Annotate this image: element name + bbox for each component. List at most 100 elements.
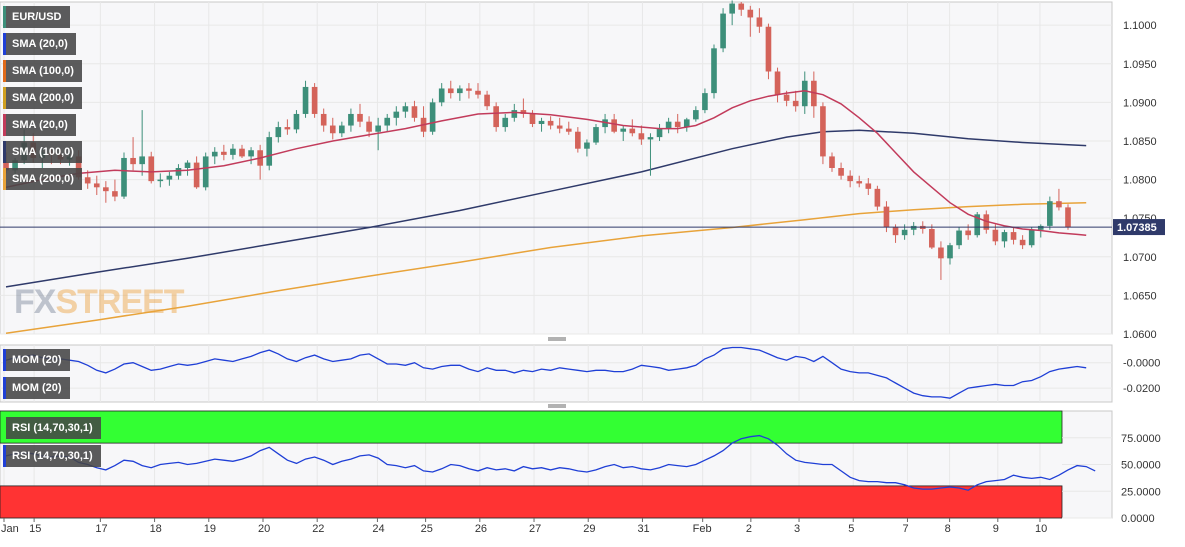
candle-body — [157, 179, 164, 182]
candle-body — [284, 127, 291, 130]
legend-main-1[interactable]: SMA (20,0) — [3, 33, 76, 55]
candle-body — [84, 177, 91, 184]
legend-rsi-1[interactable]: RSI (14,70,30,1) — [3, 445, 101, 467]
candle — [339, 121, 345, 138]
candle — [84, 170, 91, 189]
candle — [665, 117, 672, 134]
legend-label: SMA (20,0) — [12, 38, 68, 50]
x-tick-label: 25 — [421, 523, 433, 535]
candle — [629, 119, 636, 137]
price-tick-label: 1.0700 — [1123, 252, 1157, 264]
candle-body — [320, 113, 327, 126]
candle-body — [1019, 239, 1026, 246]
watermark-part2: STREET — [55, 283, 184, 321]
legend-rsi-0[interactable]: RSI (14,70,30,1) — [3, 417, 101, 439]
candle — [275, 121, 282, 143]
candle — [121, 152, 127, 199]
candle-body — [112, 191, 118, 197]
candle — [211, 147, 218, 165]
legend-mom-0[interactable]: MOM (20) — [3, 349, 70, 371]
x-tick-label: 3 — [794, 523, 800, 535]
candle — [166, 171, 173, 186]
candle-body — [248, 150, 254, 157]
x-tick-label: 22 — [312, 523, 324, 535]
candle-body — [339, 125, 345, 134]
candle — [484, 90, 490, 111]
legend-mom-1[interactable]: MOM (20) — [3, 377, 70, 399]
rsi-resize-handle[interactable] — [548, 404, 566, 408]
candle-body — [838, 168, 844, 176]
x-tick-label: 17 — [95, 523, 107, 535]
candle-body — [792, 100, 799, 107]
candle — [393, 106, 400, 126]
candle-body — [511, 110, 518, 118]
candle — [320, 108, 327, 132]
rsi-tick-label: 50.0000 — [1121, 460, 1161, 472]
candle-body — [329, 125, 336, 134]
candle-body — [847, 175, 853, 182]
legend-main-6[interactable]: SMA (200,0) — [3, 168, 82, 190]
legend-swatch — [3, 114, 6, 136]
candle — [502, 113, 509, 132]
candle — [756, 8, 763, 33]
candle — [112, 179, 118, 202]
fxstreet-watermark: FXSTREET — [14, 283, 185, 321]
candle-body — [357, 113, 363, 122]
candle — [874, 185, 881, 211]
candle — [184, 160, 191, 176]
candle-body — [393, 111, 400, 118]
candle — [157, 173, 164, 188]
legend-swatch — [3, 377, 6, 399]
candle-body — [584, 142, 590, 149]
price-tick-label: 1.0600 — [1123, 329, 1157, 341]
sma200-line — [5, 201, 1087, 334]
candle-body — [293, 113, 300, 130]
candle-body — [638, 133, 645, 140]
candle-body — [883, 206, 890, 228]
x-tick-label: 9 — [993, 523, 999, 535]
candle-body — [121, 157, 127, 197]
candle — [765, 23, 772, 80]
rsi-tick-label: 25.0000 — [1121, 486, 1161, 498]
x-tick-label: 31 — [637, 523, 649, 535]
candle — [938, 241, 944, 280]
legend-swatch — [3, 60, 6, 82]
candle-body — [384, 117, 391, 126]
candle-body — [1037, 225, 1044, 230]
candle-body — [502, 117, 509, 128]
candle — [565, 121, 572, 135]
candle — [266, 131, 273, 171]
candle — [910, 222, 917, 236]
candle — [93, 175, 100, 196]
candle — [1065, 204, 1071, 230]
mom-resize-handle[interactable] — [548, 337, 566, 341]
candle-body — [965, 230, 971, 236]
candle-body — [974, 214, 981, 236]
mom-tick-label: -0.0200 — [1123, 383, 1160, 395]
candle — [130, 137, 136, 171]
watermark-part1: FX — [14, 283, 57, 321]
candle-body — [829, 156, 835, 168]
legend-label: SMA (200,0) — [12, 92, 74, 104]
legend-main-2[interactable]: SMA (100,0) — [3, 60, 82, 82]
candle-body — [130, 157, 136, 165]
candle-body — [103, 187, 109, 192]
price-tick-label: 1.0800 — [1123, 175, 1157, 187]
mom-line — [5, 346, 1087, 399]
candle — [103, 181, 109, 203]
candle-body — [947, 245, 953, 259]
x-tick-label: 5 — [848, 523, 854, 535]
legend-main-4[interactable]: SMA (20,0) — [3, 114, 76, 136]
candle-body — [447, 88, 454, 94]
legend-main-3[interactable]: SMA (200,0) — [3, 87, 82, 109]
candle — [293, 110, 300, 134]
candle — [792, 90, 799, 112]
legend-main-5[interactable]: SMA (100,0) — [3, 141, 82, 163]
candle — [311, 83, 318, 118]
candle-body — [656, 128, 663, 138]
candle — [1047, 196, 1053, 230]
legend-main-0[interactable]: EUR/USD — [3, 6, 70, 28]
candle — [774, 67, 781, 103]
